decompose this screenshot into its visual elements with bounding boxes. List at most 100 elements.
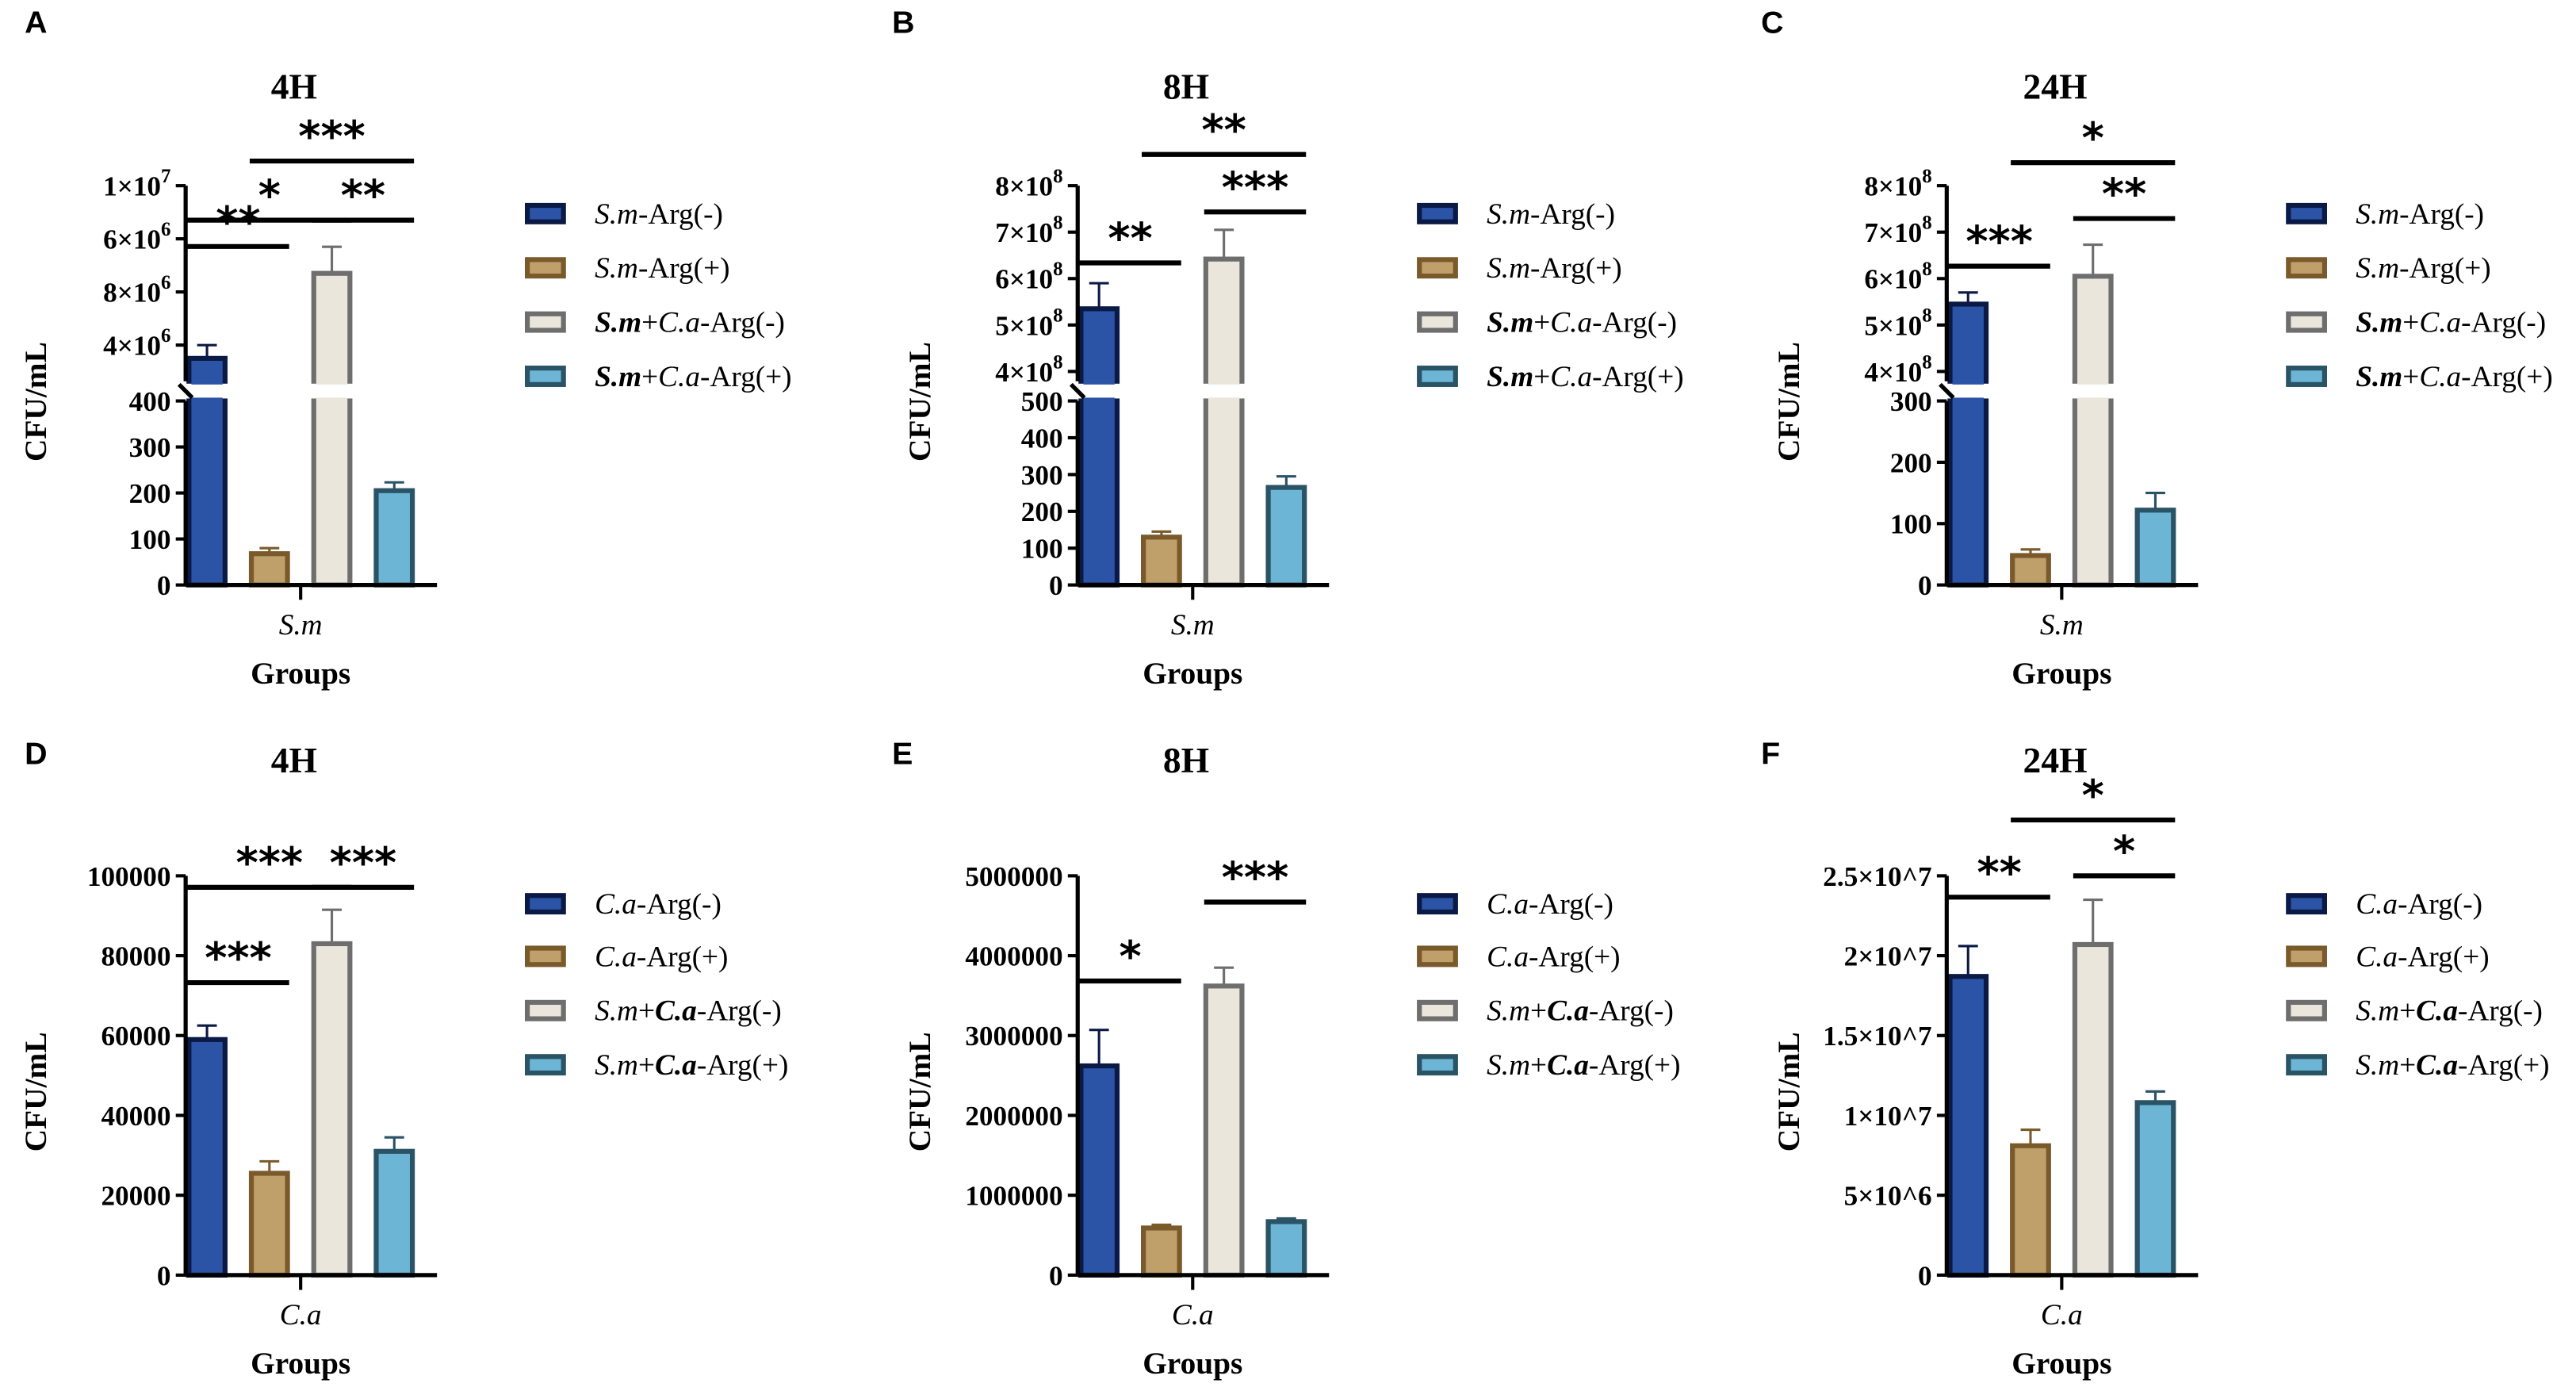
significance-label: *** (1222, 853, 1289, 902)
significance-bracket: * (2073, 826, 2176, 879)
legend-item: S.m-Arg(-) (2286, 198, 2484, 231)
y-tick-label: 200 (1890, 447, 1932, 478)
legend-item: S.m+C.a-Arg(+) (1417, 1049, 1680, 1082)
bar-group (248, 546, 290, 588)
legend-label-part: -Arg(-) (1589, 995, 1674, 1028)
y-tick-label: 1×10^7 (1844, 1101, 1932, 1132)
legend-label: S.m+C.a-Arg(+) (2356, 1049, 2549, 1082)
legend-label-part: C.a (2419, 361, 2461, 393)
legend-swatch (525, 202, 566, 224)
tick-mantissa: 7×10 (1864, 217, 1922, 248)
legend-label-part: + (641, 307, 658, 339)
legend-label-part: S.m (2356, 307, 2402, 339)
bar-break-mask (191, 397, 223, 404)
legend: C.a-Arg(-)C.a-Arg(+)S.m+C.a-Arg(-)S.m+C.… (1417, 888, 1680, 1082)
bar (248, 1171, 290, 1278)
legend-swatch (2286, 366, 2327, 387)
legend-item: S.m-Arg(-) (1417, 198, 1615, 231)
axis-break-mark (178, 383, 194, 400)
legend-label-part: + (2402, 361, 2419, 393)
significance-label: ** (2102, 169, 2146, 219)
significance-label: * (1119, 932, 1141, 982)
legend-label-part: -Arg(+) (697, 1049, 789, 1082)
tick-exponent: 8 (1922, 213, 1931, 234)
bar-break-mask (1208, 377, 1240, 385)
legend-label-part: C.a (655, 995, 697, 1028)
bar-upper-segment (311, 270, 353, 384)
legend-label-part: S.m (595, 361, 641, 393)
legend-item: S.m-Arg(+) (525, 252, 730, 285)
legend-label-part: C.a (2356, 888, 2398, 921)
bar-break-mask (1952, 377, 1984, 385)
bar-break-mask (1208, 397, 1240, 404)
legend: S.m-Arg(-)S.m-Arg(+)S.m+C.a-Arg(-)S.m+C.… (1417, 198, 1684, 393)
tick-mantissa: 4×10 (995, 357, 1053, 388)
y-axis: 0 20000 40000 60000 80000 100000 (87, 861, 188, 1291)
legend-swatch (525, 366, 566, 387)
bar-group (186, 1024, 228, 1278)
legend-item: S.m+C.a-Arg(+) (525, 361, 792, 393)
legend-label-part: S.m (1487, 1049, 1530, 1082)
bar-group (2010, 1129, 2051, 1278)
y-axis-title: CFU/mL (18, 342, 53, 462)
legend-swatch (525, 257, 566, 279)
bar-group (1265, 475, 1307, 588)
legend-label-part: S.m (2356, 361, 2402, 393)
significance-bracket: * (2011, 770, 2176, 823)
y-tick-label: 5×108 (1864, 305, 1931, 342)
y-tick-label: 80000 (101, 941, 170, 972)
bar (1141, 1225, 1182, 1278)
bar-group (186, 343, 228, 588)
legend-item: S.m+C.a-Arg(+) (525, 1049, 788, 1082)
significance-bracket: ** (312, 171, 415, 223)
bar (2134, 508, 2176, 588)
y-axis-title: CFU/mL (902, 1032, 937, 1152)
legend-item: S.m+C.a-Arg(+) (2286, 361, 2553, 393)
x-axis: S.m (1077, 583, 1330, 642)
x-axis: S.m (186, 583, 438, 642)
chart-title: 8H (1163, 66, 1209, 106)
bar-break-mask (2077, 377, 2109, 385)
legend-label: C.a-Arg(-) (595, 888, 722, 921)
legend-label-part: C.a (658, 307, 700, 339)
axis-break-mark (1939, 383, 1955, 400)
legend-label-part: S.m (595, 307, 641, 339)
legend-label: S.m+C.a-Arg(+) (595, 361, 792, 393)
y-tick-label: 2000000 (965, 1101, 1062, 1132)
legend-label-part: -Arg(-) (2399, 198, 2484, 231)
y-tick-label: 100 (1890, 509, 1932, 540)
legend-swatch (1417, 999, 1458, 1021)
legend-item: S.m+C.a-Arg(-) (525, 995, 782, 1028)
bar (2072, 941, 2114, 1278)
legend: C.a-Arg(-)C.a-Arg(+)S.m+C.a-Arg(-)S.m+C.… (525, 888, 788, 1082)
tick-exponent: 8 (1922, 305, 1931, 327)
legend-label-part: -Arg(+) (1530, 252, 1622, 285)
panel-d: D 4H 0 20000 40000 60000 80000 100000 C.a Groups C… (18, 736, 788, 1381)
legend-label-part: C.a (1550, 361, 1592, 393)
legend-label-part: C.a (595, 888, 637, 921)
legend-label: S.m+C.a-Arg(+) (595, 1049, 788, 1082)
legend-label-part: -Arg(-) (1530, 198, 1615, 231)
bar (248, 551, 290, 588)
legend-label-part: -Arg(-) (700, 307, 785, 339)
y-tick-label: 8×106 (103, 272, 170, 308)
legend-label-part: S.m (1487, 995, 1530, 1028)
legend-label-part: C.a (658, 361, 700, 393)
legend-item: C.a-Arg(-) (1417, 888, 1613, 921)
bar-group (2134, 492, 2176, 588)
legend-item: S.m-Arg(-) (525, 198, 723, 231)
legend-label-part: + (1533, 307, 1550, 339)
bar-group (373, 1136, 415, 1278)
significance-bracket: *** (249, 112, 415, 164)
legend-swatch (1417, 202, 1458, 224)
y-tick-label: 0 (1918, 1260, 1932, 1291)
tick-mantissa: 6×10 (1864, 264, 1922, 295)
significance-bracket: *** (1948, 217, 2050, 269)
tick-exponent: 8 (1922, 166, 1931, 187)
bar (1947, 974, 1989, 1278)
legend-label-part: S.m (2356, 198, 2399, 231)
legend-label-part: -Arg(-) (2461, 307, 2546, 339)
y-tick-label: 20000 (101, 1181, 170, 1212)
